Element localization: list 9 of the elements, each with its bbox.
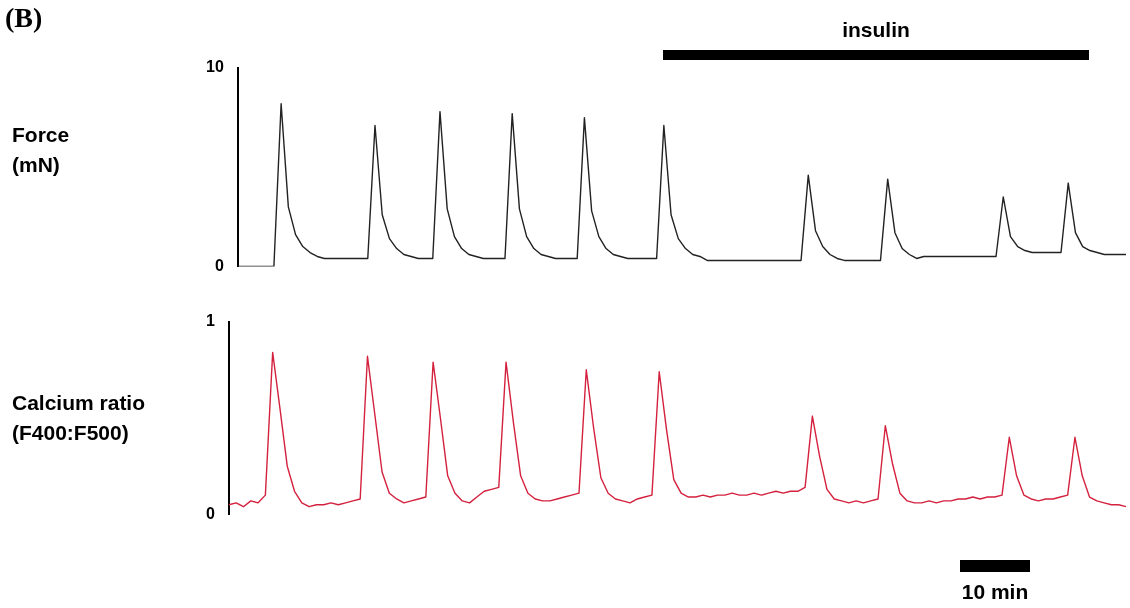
y-tick-label: 1 (205, 312, 215, 330)
y-tick-label: 0 (214, 256, 224, 274)
chart-title: (B) (5, 2, 43, 34)
text: 10 min (961, 580, 1029, 604)
text: insulin (842, 18, 910, 42)
y-tick-label: 10 (206, 58, 224, 76)
y-axis-title: Force (mN) (12, 122, 70, 178)
y-tick-label: 0 (205, 504, 215, 522)
y-axis-title: Calcium ratio (F400:F500) (12, 390, 146, 446)
